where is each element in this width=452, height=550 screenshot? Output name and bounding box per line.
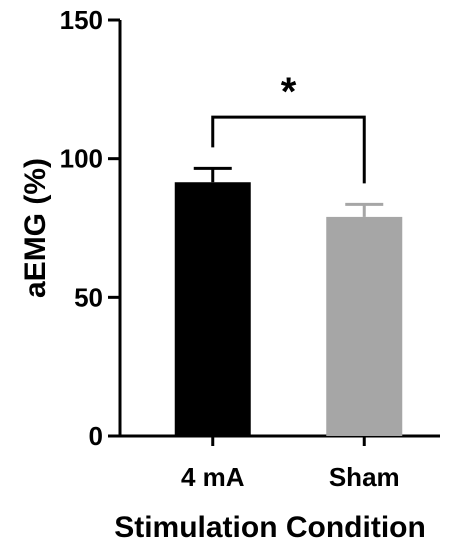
plot-area: 0 50 100 150 4 mA Sham * [60,5,440,492]
y-tick-label: 0 [89,421,103,451]
significance-marker: * [281,70,297,114]
y-axis-label: aEMG (%) [19,158,52,298]
x-tick-label: Sham [329,462,400,492]
x-tick-label: 4 mA [181,462,245,492]
bar [326,216,403,436]
x-axis-label: Stimulation Condition [114,511,426,544]
y-tick-label: 150 [60,5,103,35]
y-tick-label: 100 [60,144,103,174]
y-tick-label: 50 [74,282,103,312]
bar [174,182,251,436]
significance-bracket [211,115,366,184]
